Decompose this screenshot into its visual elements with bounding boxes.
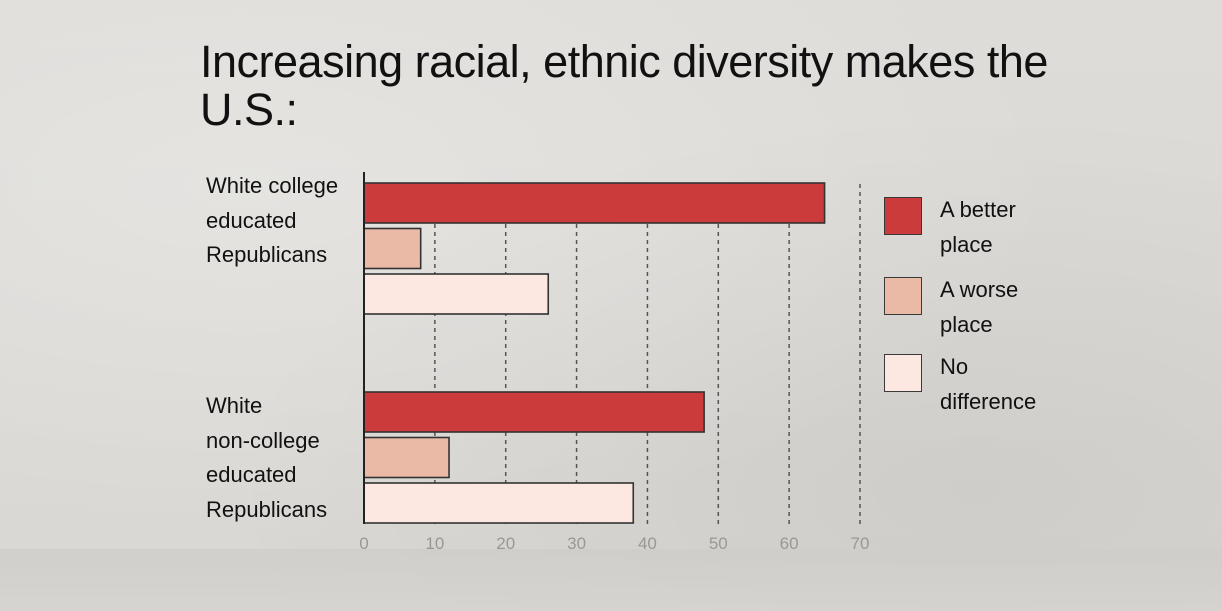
legend-label-line: difference [940, 388, 1037, 414]
bar-better [363, 391, 705, 433]
legend-label-line: No [940, 354, 969, 379]
legend-label-worse: A worse place [940, 273, 1090, 342]
legend-item-better: A better place [884, 197, 1084, 269]
legend-swatch-worse [884, 277, 922, 315]
legend-label-line: A worse [940, 277, 1019, 302]
category-label-line: educated [206, 462, 297, 487]
legend-label-better: A better place [940, 193, 1090, 262]
category-label-line: Republicans [206, 496, 328, 522]
legend-item-no-difference: No difference [884, 354, 1084, 426]
category-label-line: educated [206, 207, 297, 233]
chart-title: Increasing racial, ethnic diversity make… [200, 36, 1048, 135]
bar-better [363, 182, 826, 224]
x-tick-label: 70 [851, 534, 870, 553]
x-tick-label: 10 [425, 534, 444, 553]
legend-swatch-no-difference [884, 354, 922, 392]
x-tick-label: 60 [780, 534, 799, 553]
legend-label-no-difference: No difference [940, 350, 1090, 419]
category-label-line: non-college [206, 427, 320, 453]
legend-label-line: place [940, 231, 993, 257]
legend-swatch-better [884, 197, 922, 235]
paper-bottom-edge [0, 549, 1222, 611]
legend-label-line: A better [940, 197, 1016, 222]
legend-label-line: place [940, 311, 993, 337]
x-tick-label: 50 [709, 534, 728, 553]
gridlines [434, 184, 861, 524]
bar-no-difference [363, 273, 550, 315]
x-axis-ticks: 0 10 20 30 40 50 60 70 [359, 534, 869, 553]
bar-worse [363, 436, 450, 479]
x-tick-label: 40 [638, 534, 657, 553]
category-label-line: White college [206, 173, 339, 198]
category-label-line: Republicans [206, 242, 328, 267]
category-label-line: White [206, 393, 263, 418]
bar-no-difference [363, 482, 635, 524]
legend-item-worse: A worse place [884, 277, 1084, 349]
category-label-non-college: White non-college educated Republicans [206, 389, 356, 527]
x-tick-label: 30 [567, 534, 586, 553]
bar-worse [363, 227, 422, 270]
x-tick-label: 20 [496, 534, 515, 553]
x-tick-label: 0 [359, 534, 368, 553]
category-label-college: White college educated Republicans [206, 169, 356, 273]
bars [363, 182, 826, 524]
